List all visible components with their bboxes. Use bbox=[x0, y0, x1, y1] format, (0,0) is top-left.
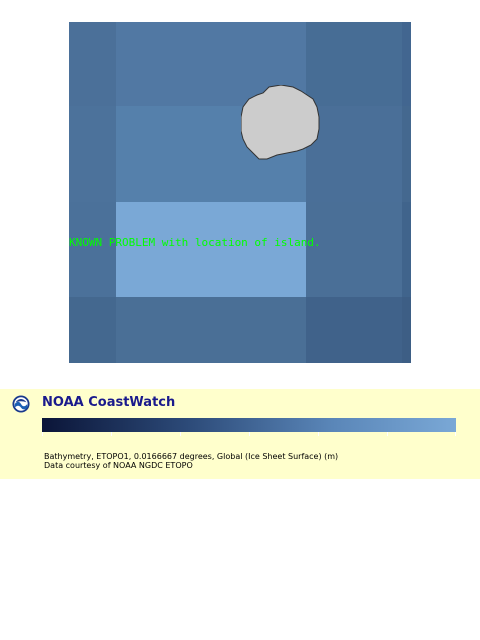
map-cell bbox=[116, 202, 306, 297]
island-shape bbox=[241, 85, 320, 160]
map-cell bbox=[116, 297, 306, 363]
credit-line-source: Data courtesy of NOAA NGDC ETOPO bbox=[44, 461, 193, 470]
colorbar-ticks bbox=[42, 432, 456, 442]
map-cell bbox=[306, 22, 402, 106]
brand-title: NOAA CoastWatch bbox=[42, 395, 176, 410]
map-cell bbox=[402, 297, 411, 363]
colorbar bbox=[42, 418, 456, 432]
known-problem-annotation: KNOWN PROBLEM with location of island. bbox=[69, 236, 321, 249]
map-cell bbox=[306, 106, 402, 202]
bathymetry-map: KNOWN PROBLEM with location of island. bbox=[69, 22, 411, 363]
colorbar-tick bbox=[387, 432, 388, 436]
colorbar-tick bbox=[249, 432, 250, 436]
colorbar-tick bbox=[180, 432, 181, 436]
colorbar-tick bbox=[455, 432, 456, 436]
map-cell bbox=[69, 106, 116, 202]
map-cell bbox=[402, 22, 411, 106]
map-cell bbox=[402, 106, 411, 202]
noaa-logo-icon bbox=[12, 395, 30, 413]
map-cell bbox=[69, 202, 116, 297]
colorbar-tick bbox=[111, 432, 112, 436]
map-cell bbox=[306, 202, 402, 297]
colorbar-tick bbox=[42, 432, 43, 436]
map-cell bbox=[69, 297, 116, 363]
legend-panel: NOAA CoastWatch Bathymetry, ETOPO1, 0.01… bbox=[0, 389, 480, 479]
map-cell bbox=[69, 22, 116, 106]
map-cell bbox=[402, 202, 411, 297]
credit-line-dataset: Bathymetry, ETOPO1, 0.0166667 degrees, G… bbox=[44, 452, 339, 461]
map-cell bbox=[306, 297, 402, 363]
colorbar-tick bbox=[318, 432, 319, 436]
